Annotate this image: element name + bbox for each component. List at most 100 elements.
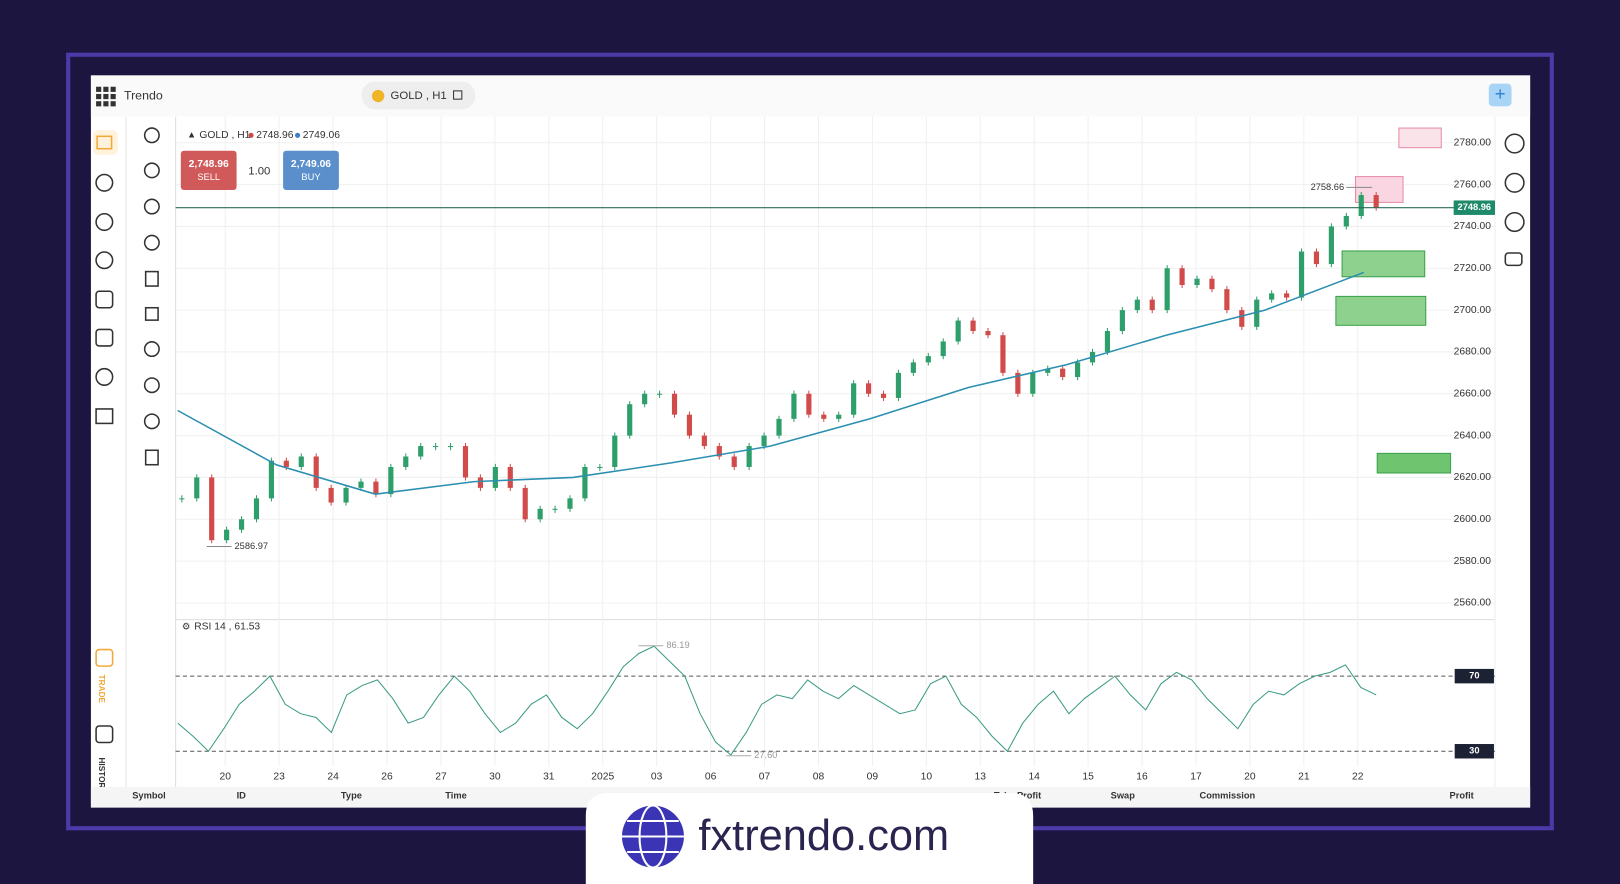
candle bbox=[447, 446, 454, 448]
x-tick-label: 16 bbox=[1136, 771, 1148, 782]
demand-zone bbox=[1335, 295, 1427, 326]
lot-size[interactable]: 1.00 bbox=[248, 165, 270, 177]
zoom-out[interactable] bbox=[143, 377, 160, 394]
rsi-gear[interactable]: ⚙ bbox=[182, 621, 190, 631]
x-tick-label: 21 bbox=[1298, 771, 1310, 782]
candle bbox=[552, 508, 558, 510]
candle bbox=[313, 456, 319, 488]
candle bbox=[597, 466, 603, 469]
buy-button[interactable] bbox=[283, 150, 339, 191]
withdraw-icon[interactable] bbox=[95, 212, 114, 232]
candle bbox=[1119, 310, 1125, 332]
legend-symbol: GOLD , H1 bbox=[199, 130, 250, 141]
column-header: Symbol bbox=[132, 791, 166, 801]
sell-button[interactable] bbox=[180, 150, 237, 191]
brand-tab bbox=[585, 793, 1034, 884]
menu-grid[interactable] bbox=[96, 86, 116, 107]
signals-icon[interactable] bbox=[95, 251, 114, 270]
home-icon[interactable] bbox=[96, 135, 113, 150]
drawing-tools bbox=[143, 127, 160, 466]
x-tick-label: 10 bbox=[921, 771, 933, 782]
candle bbox=[1045, 368, 1051, 373]
left-icons bbox=[95, 135, 114, 744]
list-icon[interactable] bbox=[1504, 172, 1525, 193]
price-tag bbox=[1453, 200, 1495, 215]
candle bbox=[836, 414, 842, 419]
y-tick-label: 2680.00 bbox=[1454, 347, 1492, 358]
app-name: Trendo bbox=[124, 88, 163, 102]
candle bbox=[567, 498, 573, 509]
chat-icon[interactable] bbox=[1504, 252, 1523, 267]
x-tick-label: 22 bbox=[1352, 771, 1364, 782]
candle bbox=[806, 393, 812, 415]
buy-label: BUY bbox=[301, 172, 320, 182]
candle bbox=[761, 435, 767, 447]
tool-icon[interactable] bbox=[143, 234, 160, 251]
candle bbox=[373, 481, 379, 495]
rsi-level-tag bbox=[1454, 744, 1494, 759]
symbol-tab[interactable] bbox=[361, 81, 476, 110]
candle bbox=[1313, 251, 1320, 265]
tool-icon[interactable] bbox=[144, 270, 159, 287]
candle bbox=[582, 466, 588, 499]
deposit-icon[interactable] bbox=[95, 173, 114, 192]
column-header: Time bbox=[445, 791, 467, 801]
history-tab-icon[interactable] bbox=[95, 725, 114, 744]
buy-price: 2,749.06 bbox=[291, 159, 331, 170]
calendar-icon[interactable] bbox=[95, 328, 114, 347]
demand-zone bbox=[1376, 452, 1452, 474]
bid-dot bbox=[248, 132, 254, 138]
rsi-title: RSI 14 , 61.53 bbox=[194, 622, 260, 633]
price-tag-label: 2748.96 bbox=[1458, 202, 1492, 212]
candle bbox=[268, 460, 274, 499]
x-tick-label: 30 bbox=[489, 771, 501, 782]
tool-icon[interactable] bbox=[143, 198, 160, 215]
candle bbox=[1134, 299, 1140, 311]
candle bbox=[895, 372, 902, 398]
gift-icon[interactable] bbox=[95, 408, 114, 425]
orders-icon[interactable] bbox=[1504, 133, 1525, 154]
candle bbox=[522, 487, 528, 520]
ask-dot bbox=[294, 132, 301, 138]
trade-tab[interactable]: TRADE bbox=[97, 675, 106, 704]
history-icon[interactable] bbox=[95, 367, 114, 386]
candle bbox=[1000, 335, 1006, 373]
x-tick-label: 17 bbox=[1190, 771, 1202, 782]
candle bbox=[298, 456, 304, 467]
x-tick-label: 13 bbox=[975, 771, 987, 782]
candle bbox=[194, 477, 200, 499]
info-icon[interactable] bbox=[1504, 211, 1525, 233]
settings[interactable] bbox=[143, 413, 160, 430]
candle bbox=[1269, 293, 1275, 300]
symbol-tab-label: GOLD , H1 bbox=[391, 90, 447, 102]
chart-icon[interactable] bbox=[95, 290, 114, 309]
candle bbox=[791, 393, 797, 419]
column-header: Profit bbox=[1450, 791, 1474, 801]
x-tick-label: 06 bbox=[705, 771, 717, 782]
candle bbox=[1343, 215, 1349, 227]
candle bbox=[686, 414, 693, 436]
zoom-in[interactable] bbox=[143, 341, 160, 358]
y-tick-label: 2600.00 bbox=[1454, 514, 1492, 525]
candle bbox=[224, 529, 230, 541]
delete[interactable] bbox=[144, 449, 159, 466]
tool-icon[interactable] bbox=[144, 306, 159, 321]
x-tick-label: 27 bbox=[435, 771, 447, 782]
candle bbox=[1060, 368, 1066, 378]
high-label: 2758.66 bbox=[1311, 182, 1345, 192]
candle bbox=[1104, 331, 1111, 352]
tool-icon[interactable] bbox=[143, 162, 160, 179]
candle bbox=[642, 393, 648, 405]
tool-icon[interactable] bbox=[143, 127, 160, 144]
expand-icon[interactable] bbox=[453, 90, 463, 100]
x-tick-label: 08 bbox=[813, 771, 825, 782]
column-header: Swap bbox=[1111, 791, 1136, 801]
trade-icon[interactable] bbox=[95, 648, 114, 667]
candle bbox=[1030, 372, 1036, 394]
app-window bbox=[90, 75, 1531, 808]
candle bbox=[716, 446, 722, 457]
column-header: Type bbox=[341, 791, 362, 801]
y-tick-label: 2660.00 bbox=[1454, 388, 1492, 399]
history-tab[interactable]: HISTORY bbox=[97, 757, 106, 794]
add-button[interactable] bbox=[1488, 83, 1512, 107]
